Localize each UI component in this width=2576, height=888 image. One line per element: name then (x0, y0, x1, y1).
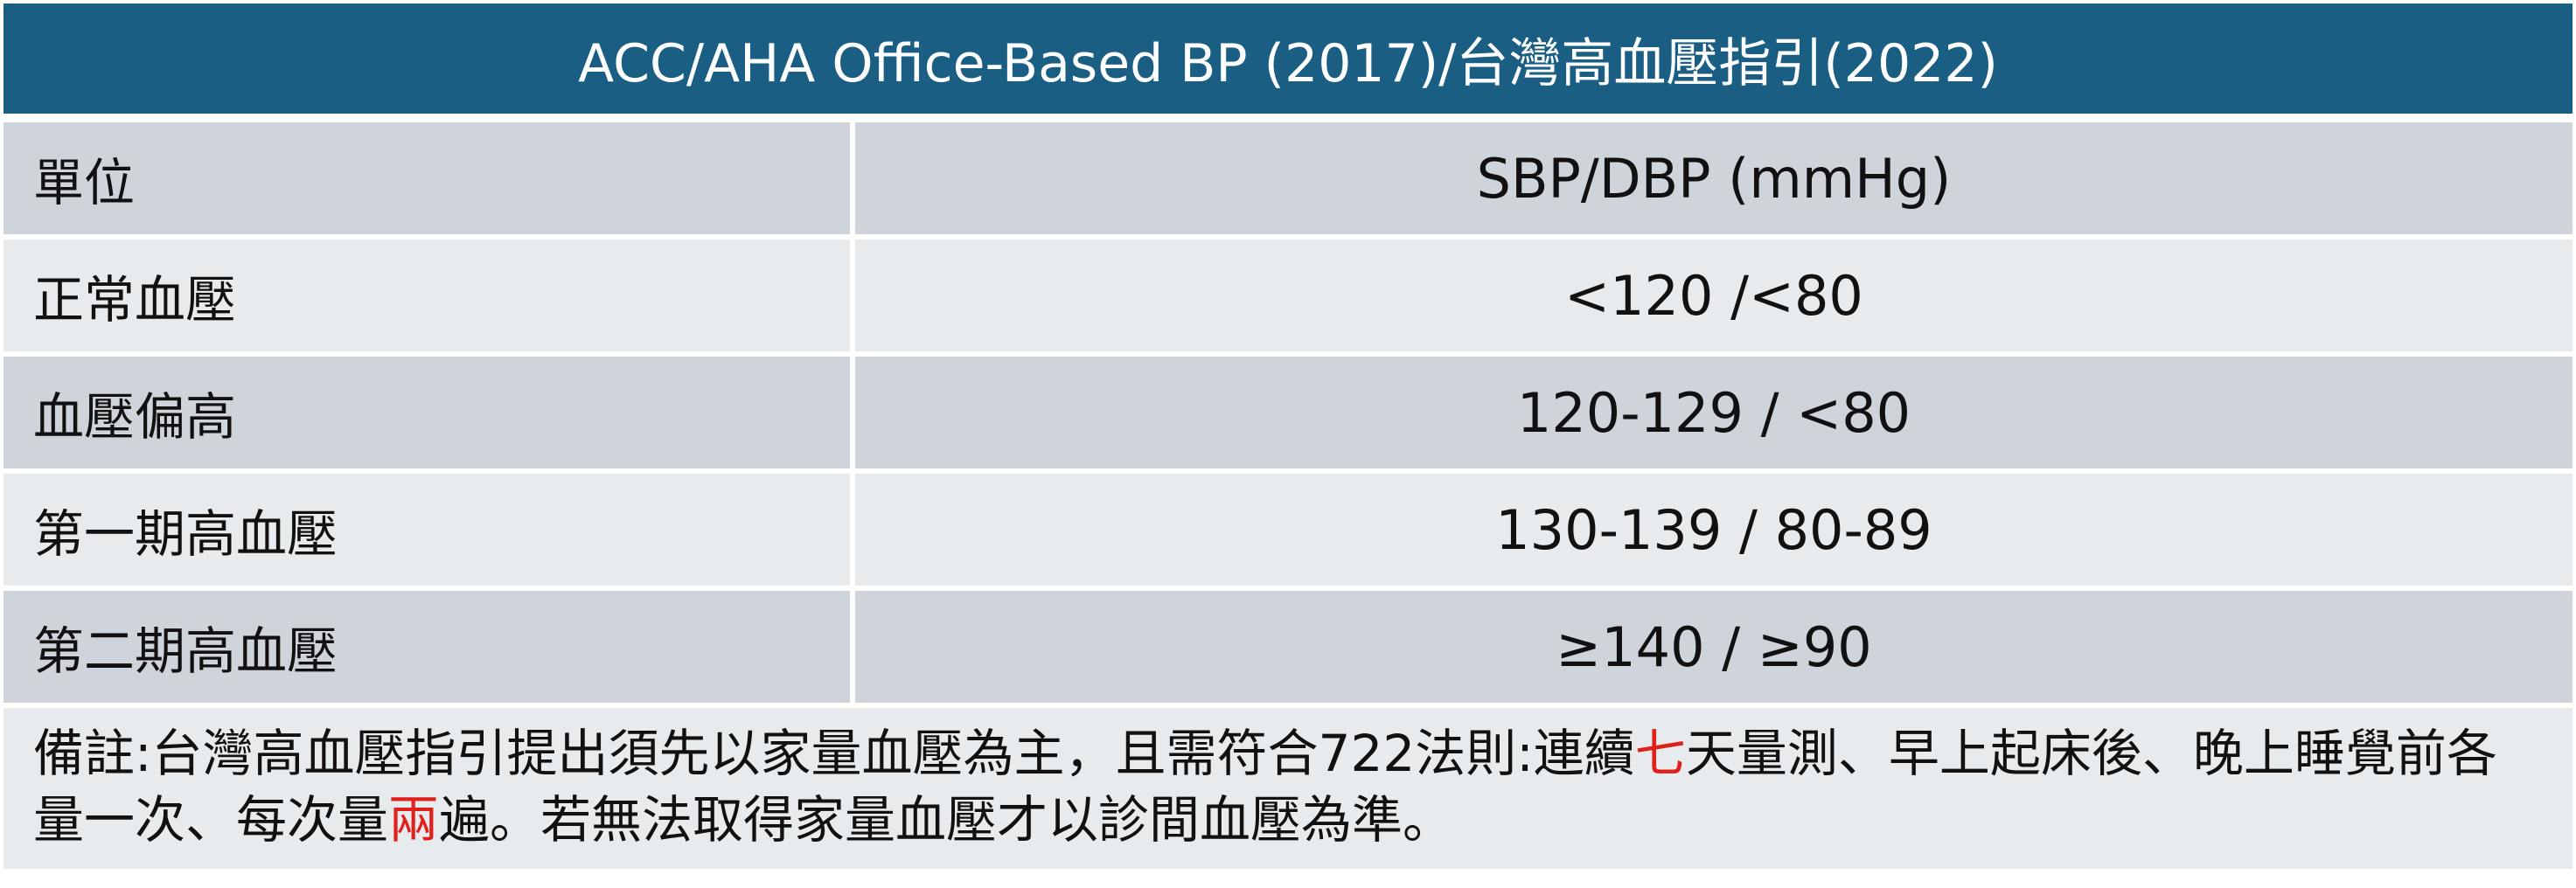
header-divider (3, 114, 2573, 122)
table-row-elevated: 血壓偏高 120-129 / <80 (3, 357, 2573, 474)
row-value: 120-129 / <80 (1516, 380, 1911, 445)
footnote: 備註:台灣高血壓指引提出須先以家量血壓為主，且需符合722法則:連續七天量測、早… (3, 708, 2573, 869)
table-row-normal: 正常血壓 <120 /<80 (3, 239, 2573, 357)
footnote-text-3: 遍。若無法取得家量血壓才以診間血壓為準。 (439, 790, 1454, 850)
row-label: 單位 (3, 122, 855, 234)
bp-guideline-table: ACC/AHA Office-Based BP (2017)/台灣高血壓指引(2… (3, 3, 2573, 869)
footnote-text-2: 天量測、早上起床後、晚上睡覺前各量一次、每次量 (33, 724, 2497, 850)
row-label: 第一期高血壓 (3, 474, 855, 586)
footnote-highlight-two: 兩 (388, 790, 440, 850)
table-title-text: ACC/AHA Office-Based BP (2017)/台灣高血壓指引(2… (578, 32, 1998, 94)
table-row-stage2: 第二期高血壓 ≥140 / ≥90 (3, 591, 2573, 708)
row-label: 第二期高血壓 (3, 591, 855, 703)
table-title: ACC/AHA Office-Based BP (2017)/台灣高血壓指引(2… (3, 3, 2573, 114)
row-label: 正常血壓 (3, 239, 855, 351)
row-value: SBP/DBP (mmHg) (1476, 146, 1952, 211)
table-row-unit: 單位 SBP/DBP (mmHg) (3, 122, 2573, 239)
row-value: 130-139 / 80-89 (1495, 497, 1932, 562)
footnote-text-1: 備註:台灣高血壓指引提出須先以家量血壓為主，且需符合722法則:連續 (33, 724, 1635, 783)
footnote-highlight-seven: 七 (1634, 724, 1686, 783)
table-row-stage1: 第一期高血壓 130-139 / 80-89 (3, 474, 2573, 591)
row-value: <120 /<80 (1564, 263, 1863, 328)
row-value: ≥140 / ≥90 (1556, 614, 1872, 679)
row-label: 血壓偏高 (3, 357, 855, 468)
